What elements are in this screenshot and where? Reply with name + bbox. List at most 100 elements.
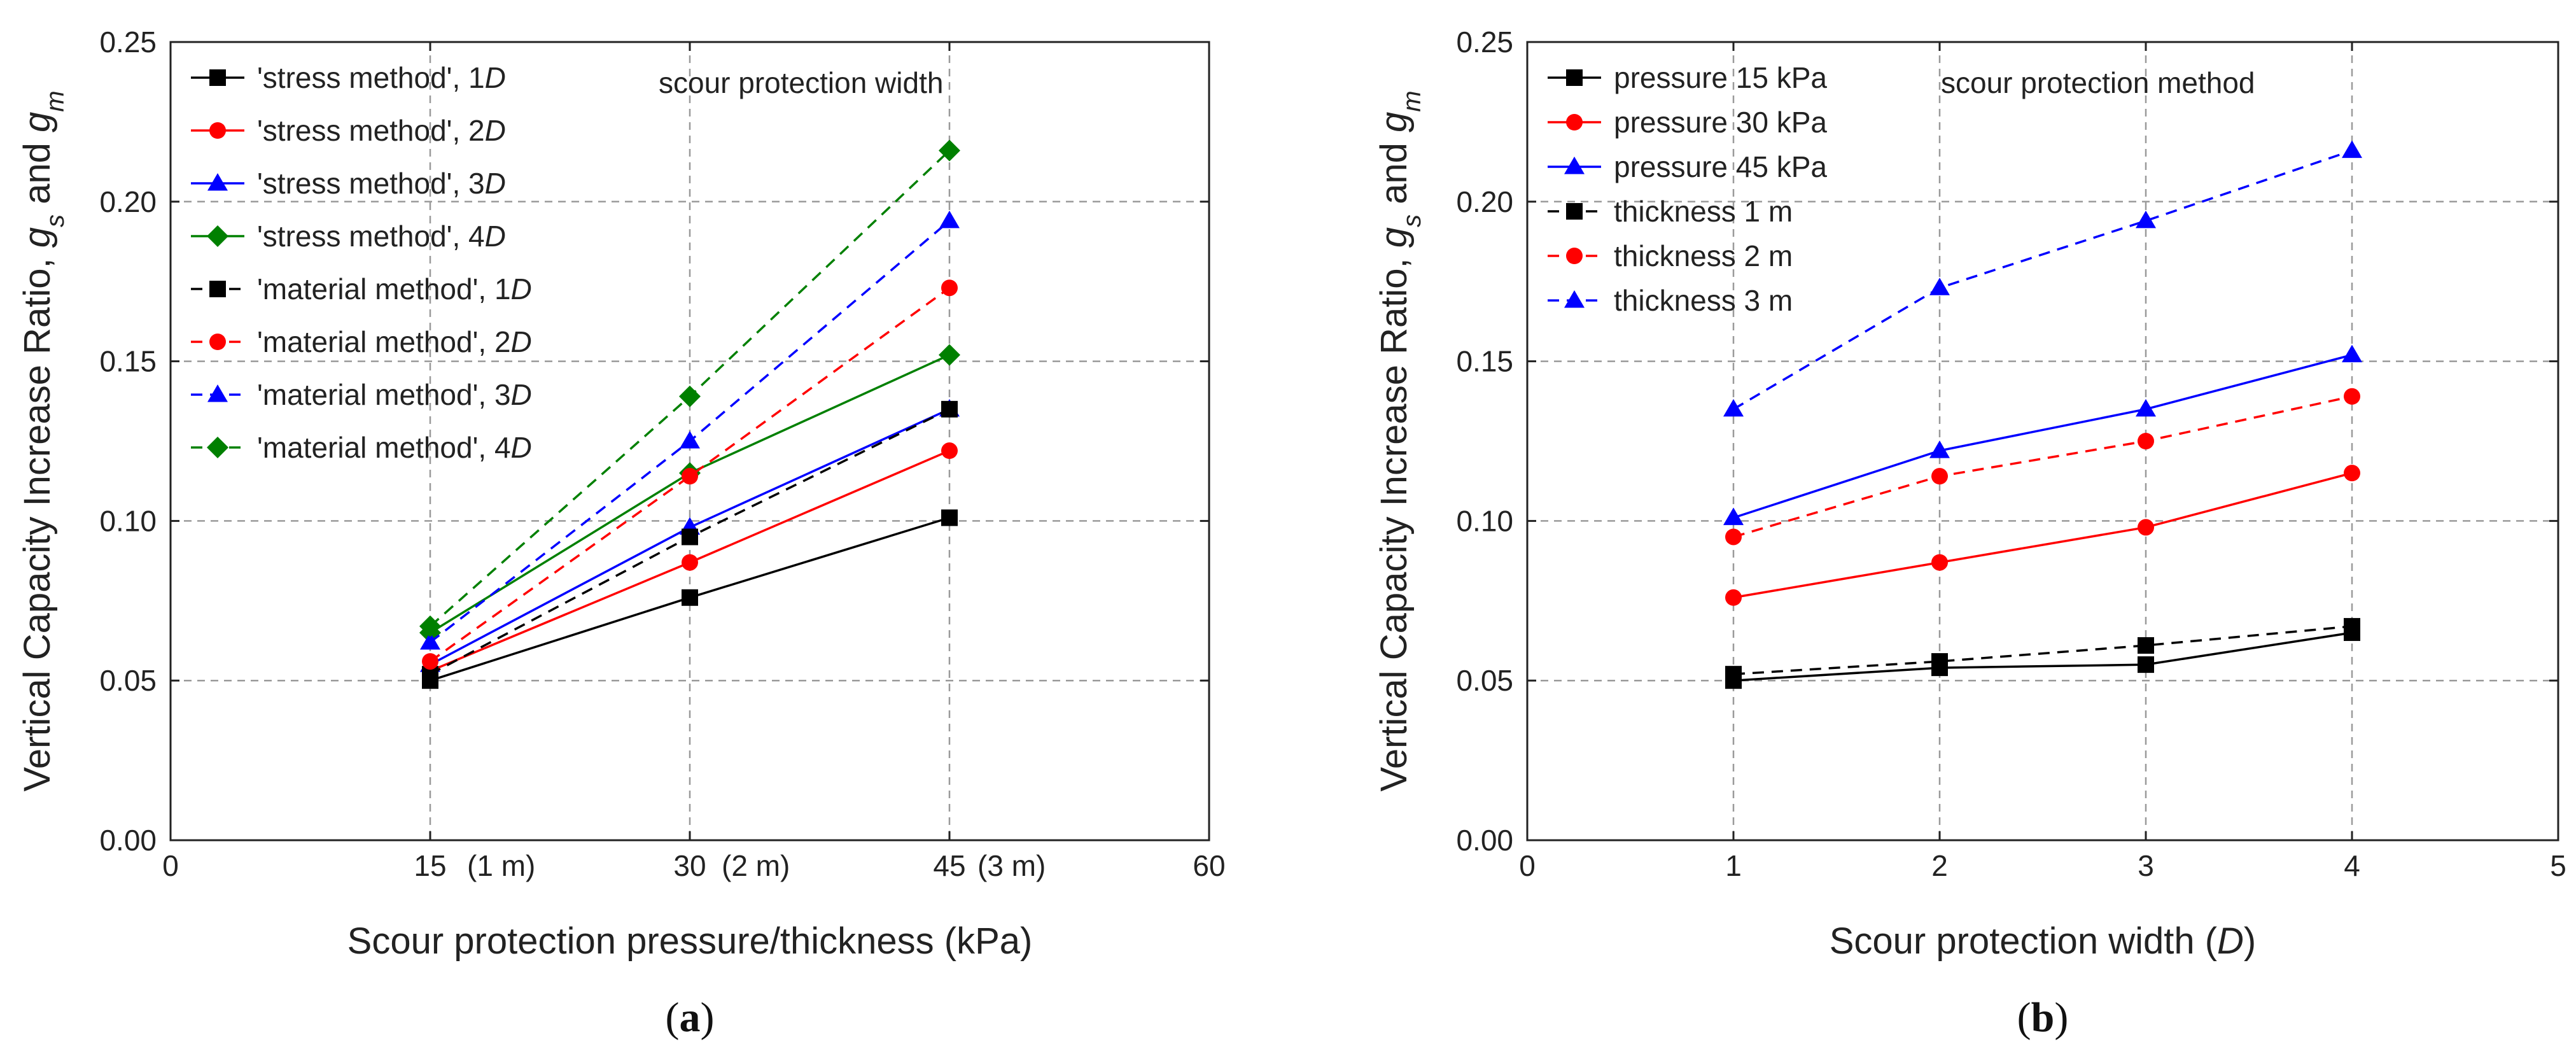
- legend-entry: pressure 45 kPa: [1614, 150, 1827, 183]
- y-tick-label: 0.05: [1456, 664, 1513, 697]
- x-tick-label: 30: [673, 849, 706, 882]
- panel-caption: (b): [2017, 994, 2069, 1041]
- legend-entry: thickness 2 m: [1614, 239, 1793, 272]
- data-point-s6-2: [1929, 278, 1950, 295]
- legend-marker: [1566, 69, 1583, 86]
- data-point-s5-2: [682, 528, 698, 546]
- y-tick-label: 0.20: [99, 185, 157, 218]
- data-point-s7-2: [680, 431, 700, 449]
- data-point-s7-3: [939, 210, 960, 229]
- y-tick-label: 0.15: [1456, 345, 1513, 378]
- series-line-6: [429, 286, 951, 663]
- legend: pressure 15 kPa pressure 30 kPa pressure 4…: [1548, 61, 1827, 317]
- data-point-s1-2: [682, 589, 698, 606]
- legend-marker: [207, 437, 228, 458]
- legend-entry: 'stress method', 4D: [257, 220, 506, 253]
- legend-marker: [1566, 114, 1583, 130]
- legend: 'stress method', 1D 'stress method', 2D 's…: [191, 61, 532, 464]
- data-point-s8-2: [679, 385, 701, 407]
- data-point-s6-3: [2136, 210, 2156, 229]
- x-axis-label: Scour protection width (D): [1830, 920, 2257, 962]
- data-point-s3-4: [2342, 344, 2362, 363]
- data-point-s3-1: [1723, 507, 1744, 525]
- legend-marker: [1566, 248, 1583, 264]
- legend-marker: [209, 69, 226, 86]
- x-tick-thickness-label: (1 m): [467, 849, 535, 882]
- series-line-4: [1733, 625, 2353, 675]
- data-point-s2-3: [2138, 519, 2154, 536]
- data-point-s4-3: [939, 344, 960, 366]
- legend-marker: [209, 281, 226, 297]
- data-point-s7-1: [420, 632, 440, 650]
- panel-caption: (a): [666, 994, 715, 1041]
- y-tick-label: 0.25: [1456, 25, 1513, 59]
- x-tick-label: 3: [2138, 849, 2154, 882]
- x-axis-label: Scour protection pressure/thickness (kPa…: [347, 920, 1033, 962]
- chart-panel-b: 0.00 0.05 0.10 0.15 0.20 0.25 0 1 2 3 4 5 Scour prot…: [1373, 25, 2566, 1041]
- x-tick-label: 0: [1519, 849, 1536, 882]
- x-tick-label: 5: [2550, 849, 2566, 882]
- x-tick-label: 15: [414, 849, 446, 882]
- data-point-s2-3: [941, 442, 958, 460]
- data-point-s1-3: [2138, 656, 2154, 673]
- legend-entry: pressure 30 kPa: [1614, 106, 1827, 139]
- data-point-s2-4: [2344, 465, 2360, 482]
- data-point-s4-4: [2344, 617, 2360, 635]
- data-point-s1-3: [941, 509, 958, 526]
- y-tick-label: 0.00: [99, 824, 157, 857]
- legend-entry: thickness 1 m: [1614, 195, 1793, 228]
- x-tick-label: 2: [1931, 849, 1948, 882]
- series-line-6: [1733, 149, 2353, 411]
- chart-annotation: scour protection width: [659, 66, 943, 99]
- legend-marker: [209, 122, 226, 139]
- data-point-s4-2: [1931, 653, 1948, 670]
- data-point-s3-3: [2136, 398, 2156, 417]
- data-point-s8-1: [419, 615, 441, 637]
- legend-entry: 'stress method', 3D: [257, 167, 506, 200]
- y-tick-label: 0.15: [99, 345, 157, 378]
- y-tick-label: 0.10: [1456, 504, 1513, 537]
- series-line-2: [1733, 472, 2353, 599]
- y-axis-label: Vertical Capacity Increase Ratio, gs and…: [1373, 90, 1426, 791]
- y-axis-label: Vertical Capacity Increase Ratio, gs and…: [17, 90, 69, 791]
- data-point-s5-3: [941, 400, 958, 418]
- series-line-3: [1733, 353, 2353, 519]
- data-point-s6-3: [941, 279, 958, 297]
- chart-panel-a: 0.00 0.05 0.10 0.15 0.20 0.25 0 15 30 45 60 (1 m) (2…: [17, 25, 1226, 1041]
- data-point-s5-3: [2138, 433, 2154, 449]
- legend-marker: [1566, 203, 1583, 220]
- plot-frame: [1526, 41, 2559, 841]
- legend-marker: [207, 173, 228, 191]
- legend-marker: [207, 225, 228, 247]
- legend-entry: pressure 15 kPa: [1614, 61, 1827, 94]
- y-tick-label: 0.20: [1456, 185, 1513, 218]
- legend-entry: thickness 3 m: [1614, 284, 1793, 317]
- data-point-s2-2: [1931, 554, 1948, 571]
- legend-marker: [207, 384, 228, 402]
- x-tick-label: 60: [1193, 849, 1225, 882]
- data-point-s2-1: [1725, 589, 1742, 606]
- x-tick-thickness-label: (3 m): [977, 849, 1046, 882]
- legend-entry: 'material method', 3D: [257, 378, 532, 411]
- legend-marker: [1564, 290, 1585, 308]
- data-point-s2-2: [682, 554, 698, 571]
- legend-marker: [209, 334, 226, 350]
- data-point-s6-2: [682, 468, 698, 485]
- data-point-s4-3: [2138, 637, 2154, 654]
- x-tick-label: 1: [1725, 849, 1742, 882]
- data-point-s4-1: [1725, 666, 1742, 683]
- legend-entry: 'material method', 1D: [257, 272, 532, 306]
- data-point-s8-3: [939, 139, 960, 162]
- y-tick-label: 0.10: [99, 504, 157, 537]
- y-tick-label: 0.00: [1456, 824, 1513, 857]
- data-point-s5-1: [1725, 528, 1742, 546]
- data-point-s6-1: [422, 653, 438, 670]
- y-tick-label: 0.05: [99, 664, 157, 697]
- x-tick-thickness-label: (2 m): [722, 849, 790, 882]
- data-point-s6-1: [1723, 398, 1744, 417]
- data-point-s5-2: [1931, 468, 1948, 485]
- chart-annotation: scour protection method: [1941, 66, 2255, 99]
- legend-entry: 'stress method', 2D: [257, 114, 506, 147]
- x-tick-label: 4: [2344, 849, 2360, 882]
